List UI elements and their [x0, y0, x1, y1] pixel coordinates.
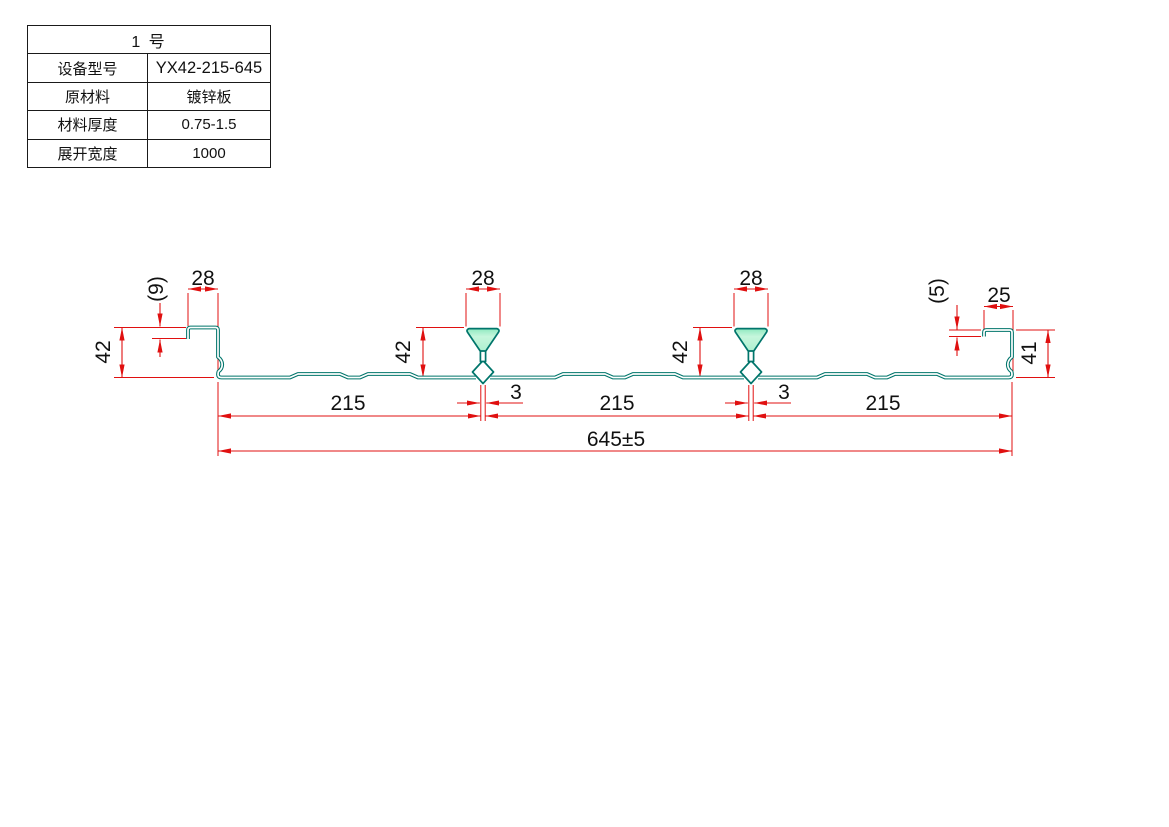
dim-label-rib2-height: 42: [669, 340, 692, 363]
dimension-lines: [119, 286, 1051, 454]
dimension-labels: 28 (9) 42 28 42 3 28 42 3 (5) 25 41 215 …: [92, 267, 1041, 451]
row-value-thickness: 0.75-1.5: [146, 110, 272, 140]
dim-label-left-28: 28: [191, 267, 214, 290]
table-row: 材料厚度 0.75-1.5: [27, 110, 272, 140]
rib-diamond: [471, 359, 495, 385]
sheet-outline: [186, 325, 1014, 380]
rib-funnel: [466, 327, 500, 352]
sheet-outline-inner: [187, 326, 1013, 379]
dim-label-rib1-28: 28: [471, 267, 494, 290]
table-title: 1 号: [26, 24, 272, 55]
row-label-unfold-width: 展开宽度: [27, 138, 148, 168]
dim-label-right-25: 25: [987, 284, 1010, 307]
rib-diamond: [739, 359, 763, 385]
rib-2: [734, 327, 768, 385]
row-label-model: 设备型号: [27, 53, 148, 83]
table-row-title: 1 号: [26, 24, 272, 55]
dim-label-span3: 215: [865, 392, 900, 415]
rib-1: [466, 327, 500, 385]
dim-label-rib2-28: 28: [739, 267, 762, 290]
rib-funnel: [734, 327, 768, 352]
spec-table: 1 号 设备型号 YX42-215-645 原材料 镀锌板 材料厚度 0.75-…: [26, 24, 272, 168]
table-row: 设备型号 YX42-215-645: [27, 53, 272, 83]
dim-label-overall: 645±5: [587, 428, 645, 451]
dim-label-right-lip: (5): [926, 278, 949, 304]
dim-label-left-height: 42: [92, 340, 115, 363]
dim-label-rib2-gap: 3: [778, 381, 790, 404]
dim-label-span1: 215: [330, 392, 365, 415]
dim-label-span2: 215: [599, 392, 634, 415]
table-row: 原材料 镀锌板: [27, 81, 272, 112]
row-value-material: 镀锌板: [146, 81, 272, 112]
table-row: 展开宽度 1000: [27, 138, 272, 168]
dim-label-left-lip: (9): [145, 276, 168, 302]
row-value-unfold-width: 1000: [146, 138, 272, 168]
sheet-profile: [186, 325, 1014, 380]
dim-label-rib1-height: 42: [392, 340, 415, 363]
row-label-material: 原材料: [27, 81, 148, 112]
dim-label-rib1-gap: 3: [510, 381, 522, 404]
dim-label-right-height: 41: [1018, 341, 1041, 364]
